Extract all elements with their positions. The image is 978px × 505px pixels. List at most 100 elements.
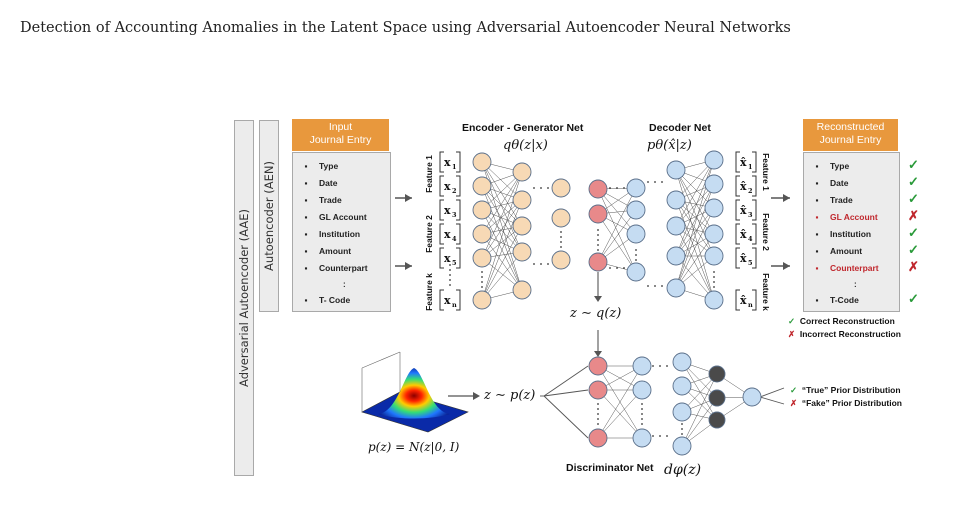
ellipsis-dot xyxy=(597,239,599,241)
output-field: ▪ Date xyxy=(804,178,848,188)
bullet-icon: ▪ xyxy=(304,212,308,222)
bullet-icon: ▪ xyxy=(815,161,819,171)
decoder-node xyxy=(666,246,686,266)
connection-line xyxy=(597,187,637,263)
feature-label-right: Feature k xyxy=(761,273,771,311)
input-node xyxy=(472,290,492,310)
ellipsis-dot xyxy=(616,267,618,269)
ellipsis-dot xyxy=(540,187,542,189)
legend-fake-prior: ✗ “Fake” Prior Distribution xyxy=(790,398,902,408)
connection-line xyxy=(675,183,715,257)
arrowhead xyxy=(594,351,602,357)
field-label: Type xyxy=(830,161,850,171)
encoder-title: Encoder - Generator Net xyxy=(462,122,584,134)
output-field: ▪ T-Code xyxy=(804,295,858,305)
discriminator-node xyxy=(708,389,726,407)
ellipsis-dot xyxy=(681,428,683,430)
feature-label-right: Feature 2 xyxy=(761,213,771,251)
encoder-formula: qθ(z|x) xyxy=(503,138,548,153)
input-node xyxy=(472,248,492,268)
discriminator-input-node xyxy=(588,428,608,448)
output-variable: x̂ xyxy=(740,294,747,307)
connection-line xyxy=(481,251,523,301)
connection-line xyxy=(481,161,523,253)
output-node xyxy=(704,198,724,218)
cross-icon: ✗ xyxy=(908,208,919,223)
ellipsis-dot xyxy=(623,267,625,269)
ellipsis-dot xyxy=(597,423,599,425)
field-label: T- Code xyxy=(319,295,351,305)
bracket xyxy=(456,199,461,221)
connection-line xyxy=(543,395,589,439)
bracket xyxy=(456,247,461,269)
input-journal-entry: ▪ Type ▪ Date ▪ Trade ▪ GL Account ▪ Institution ▪… xyxy=(292,152,391,312)
bracket xyxy=(735,175,740,197)
input-variable: x xyxy=(444,252,451,265)
output-field: : xyxy=(854,280,857,289)
ellipsis-dot xyxy=(547,187,549,189)
check-icon: ✓ xyxy=(908,291,919,306)
check-icon: ✓ xyxy=(908,174,919,189)
decoder-node xyxy=(626,262,646,282)
decoder-formula: pθ(x̂|z) xyxy=(647,138,692,153)
bracket xyxy=(752,247,757,269)
ellipsis-dot xyxy=(647,285,649,287)
feature-label-left: Feature 2 xyxy=(424,215,434,253)
connection-line xyxy=(675,207,715,289)
ellipsis-dot xyxy=(481,276,483,278)
ellipsis-dot xyxy=(681,433,683,435)
connection-line xyxy=(597,188,637,235)
ellipsis-dot xyxy=(623,187,625,189)
decoder-node xyxy=(626,200,646,220)
connection-line xyxy=(481,171,523,235)
decoder-title: Decoder Net xyxy=(649,122,711,134)
output-variable: x̂ xyxy=(740,228,747,241)
input-node xyxy=(472,176,492,196)
output-index: n xyxy=(748,301,753,309)
ellipsis-dot xyxy=(449,264,451,266)
legend-correct: ✓ Correct Reconstruction xyxy=(788,316,895,326)
ellipsis-dot xyxy=(540,263,542,265)
encoder-node xyxy=(551,208,571,228)
output-index: 5 xyxy=(748,259,753,267)
bracket xyxy=(439,175,444,197)
ellipsis-dot xyxy=(560,231,562,233)
ellipsis-dot xyxy=(713,281,715,283)
ellipsis-dot xyxy=(449,274,451,276)
ellipsis-dot xyxy=(609,267,611,269)
input-variable: x xyxy=(444,180,451,193)
ellipsis-dot xyxy=(635,259,637,261)
discriminator-node xyxy=(632,356,652,376)
cross-icon: ✗ xyxy=(790,398,798,408)
output-variable: x̂ xyxy=(740,156,747,169)
arrowhead xyxy=(783,194,790,202)
bracket xyxy=(735,247,740,269)
discriminator-node xyxy=(632,428,652,448)
ellipsis-dot xyxy=(654,285,656,287)
ellipsis-dot xyxy=(449,284,451,286)
field-label: Date xyxy=(319,178,338,188)
output-header: Reconstructed Journal Entry xyxy=(803,119,898,151)
field-label: GL Account xyxy=(830,212,878,222)
encoder-node xyxy=(512,190,532,210)
connection-line xyxy=(675,169,715,301)
arrowhead xyxy=(473,392,480,400)
field-label: Amount xyxy=(830,246,863,256)
bracket xyxy=(456,151,461,173)
ellipsis-dot xyxy=(641,403,643,405)
decoder-node xyxy=(626,178,646,198)
ellipsis-dot xyxy=(647,181,649,183)
ellipsis-dot xyxy=(661,285,663,287)
decoder-node xyxy=(666,190,686,210)
input-field: ▪ T- Code xyxy=(293,295,350,305)
cross-icon: ✗ xyxy=(908,259,919,274)
ellipsis-dot xyxy=(713,286,715,288)
input-field: ▪ Counterpart xyxy=(293,263,367,273)
input-variable: x xyxy=(444,228,451,241)
legend-true-prior: ✓ “True” Prior Distribution xyxy=(790,385,901,395)
latent-node xyxy=(588,204,608,224)
bullet-icon: ▪ xyxy=(304,295,308,305)
bracket xyxy=(752,199,757,221)
input-index: n xyxy=(452,301,457,309)
